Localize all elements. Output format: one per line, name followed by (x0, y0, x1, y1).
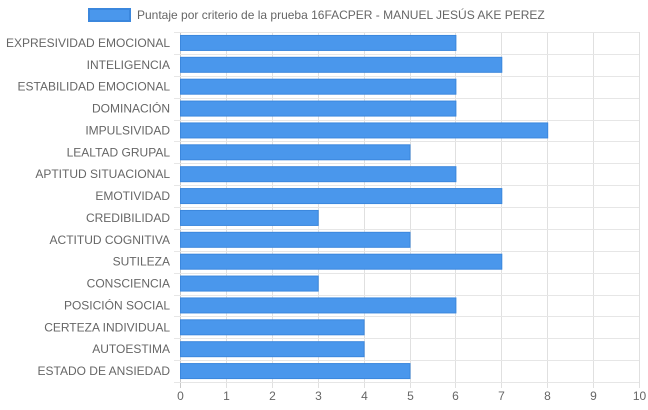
bar[interactable] (180, 341, 365, 358)
category-label: CERTEZA INDIVIDUAL (44, 320, 170, 334)
category-label: POSICIÓN SOCIAL (64, 297, 170, 312)
legend[interactable]: Puntaje por criterio de la prueba 16FACP… (88, 7, 545, 22)
category-label: CREDIBILIDAD (86, 211, 170, 225)
x-tick-label: 0 (177, 389, 184, 403)
category-label: IMPULSIVIDAD (85, 123, 170, 137)
category-label: AUTOESTIMA (92, 342, 170, 356)
category-label: SUTILEZA (113, 255, 170, 269)
bar[interactable] (180, 144, 411, 161)
legend-label: Puntaje por criterio de la prueba 16FACP… (137, 7, 545, 22)
x-tick-label: 10 (633, 389, 647, 403)
category-label: ACTITUD COGNITIVA (50, 233, 170, 247)
x-tick-label: 2 (269, 389, 276, 403)
x-tick-label: 5 (407, 389, 414, 403)
bar[interactable] (180, 56, 503, 73)
x-tick-label: 4 (361, 389, 368, 403)
category-label: ESTADO DE ANSIEDAD (38, 364, 171, 378)
x-tick-label: 7 (498, 389, 505, 403)
bar[interactable] (180, 275, 319, 292)
category-label: INTELIGENCIA (87, 58, 170, 72)
category-label: CONSCIENCIA (87, 277, 170, 291)
bars (180, 34, 549, 380)
bar[interactable] (180, 100, 457, 117)
legend-swatch (88, 8, 131, 22)
x-tick-label: 6 (452, 389, 459, 403)
x-tick-label: 1 (223, 389, 230, 403)
bar[interactable] (180, 209, 319, 226)
category-label: EMOTIVIDAD (95, 189, 170, 203)
x-tick-label: 9 (590, 389, 597, 403)
bar[interactable] (180, 122, 549, 139)
category-label: EXPRESIVIDAD EMOCIONAL (6, 36, 170, 50)
bar[interactable] (180, 34, 457, 51)
category-labels: EXPRESIVIDAD EMOCIONAL INTELIGENCIA ESTABI… (6, 36, 170, 378)
category-label: ESTABILIDAD EMOCIONAL (18, 80, 171, 94)
bar[interactable] (180, 78, 457, 95)
bar[interactable] (180, 188, 503, 205)
x-tick-label: 3 (315, 389, 322, 403)
category-label: LEALTAD GRUPAL (67, 145, 171, 159)
bar[interactable] (180, 253, 503, 270)
bar[interactable] (180, 297, 457, 314)
bar[interactable] (180, 319, 365, 336)
category-label: APTITUD SITUACIONAL (35, 167, 170, 181)
bar[interactable] (180, 166, 457, 183)
x-tick-label: 8 (544, 389, 551, 403)
bar[interactable] (180, 231, 411, 248)
x-axis-ticks: 0 1 2 3 4 5 6 7 8 9 10 (177, 389, 646, 403)
bar[interactable] (180, 363, 411, 380)
category-label: DOMINACIÓN (92, 101, 170, 116)
